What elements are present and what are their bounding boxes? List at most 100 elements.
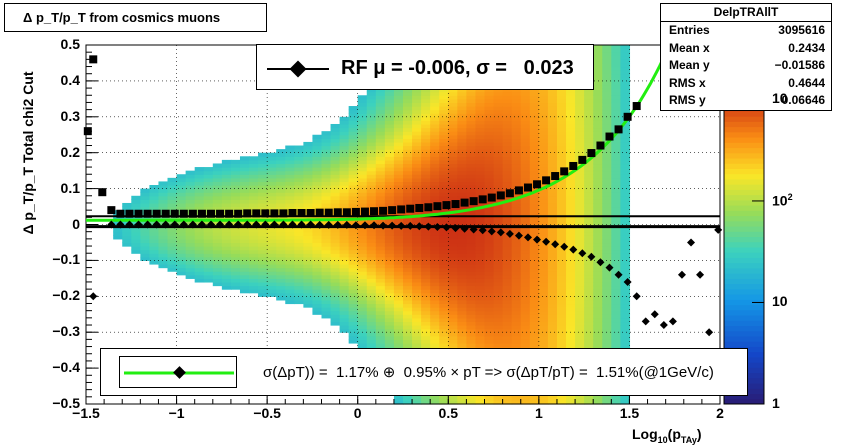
heatmap-cell xyxy=(249,253,259,258)
heatmap-cell xyxy=(303,249,314,254)
heatmap-cell xyxy=(611,73,621,78)
heatmap-cell xyxy=(384,339,395,344)
resolution-point xyxy=(161,209,170,218)
color-scale-segment xyxy=(724,273,764,279)
heatmap-cell xyxy=(375,231,386,236)
heatmap-cell xyxy=(493,242,504,247)
heatmap-cell xyxy=(575,149,585,154)
heatmap-cell xyxy=(430,123,440,129)
heatmap-cell xyxy=(457,98,467,104)
heatmap-cell xyxy=(493,206,504,211)
heatmap-cell xyxy=(194,263,205,269)
heatmap-cell xyxy=(412,123,422,129)
heatmap-cell xyxy=(393,325,404,330)
heatmap-cell xyxy=(584,177,594,183)
heatmap-cell xyxy=(384,170,395,175)
heatmap-cell xyxy=(403,152,413,157)
heatmap-cell xyxy=(566,181,576,186)
heatmap-cell xyxy=(348,256,359,261)
mean-point xyxy=(315,220,324,229)
heatmap-cell xyxy=(294,159,304,165)
heatmap-cell xyxy=(393,317,404,323)
heatmap-cell xyxy=(421,159,431,165)
heatmap-cell xyxy=(131,246,141,251)
heatmap-cell xyxy=(339,263,350,269)
heatmap-cell xyxy=(384,88,395,93)
heatmap-cell xyxy=(538,246,549,251)
heatmap-cell xyxy=(321,235,332,240)
heatmap-cell xyxy=(584,131,594,136)
heatmap-cell xyxy=(430,145,440,150)
heatmap-cell xyxy=(611,80,621,86)
heatmap-cell xyxy=(466,167,477,172)
heatmap-cell xyxy=(529,260,540,265)
heatmap-cell xyxy=(421,188,431,193)
heatmap-cell xyxy=(611,52,621,57)
heatmap-cell xyxy=(475,98,486,104)
heatmap-cell xyxy=(384,217,395,222)
heatmap-cell xyxy=(502,109,513,114)
mean-point xyxy=(623,277,632,286)
heatmap-cell xyxy=(366,321,377,326)
heatmap-cell xyxy=(366,260,377,265)
heatmap-cell xyxy=(258,246,268,251)
heatmap-cell xyxy=(421,123,431,129)
heatmap-cell xyxy=(321,138,332,143)
heatmap-cell xyxy=(566,325,576,330)
heatmap-cell xyxy=(547,339,558,344)
heatmap-cell xyxy=(538,159,549,165)
heatmap-cell xyxy=(484,109,495,114)
heatmap-cell xyxy=(412,332,422,337)
heatmap-cell xyxy=(556,109,567,114)
heatmap-cell xyxy=(575,238,585,244)
heatmap-cell xyxy=(412,138,422,143)
heatmap-cell xyxy=(620,84,631,89)
heatmap-cell xyxy=(158,256,169,261)
heatmap-cell xyxy=(575,134,585,139)
heatmap-cell xyxy=(258,281,268,287)
heatmap-cell xyxy=(249,267,259,272)
heatmap-cell xyxy=(239,206,250,211)
heatmap-cell xyxy=(502,113,513,118)
heatmap-cell xyxy=(493,109,504,114)
heatmap-cell xyxy=(457,332,467,337)
heatmap-cell xyxy=(393,256,404,261)
heatmap-cell xyxy=(538,217,549,222)
heatmap-cell xyxy=(484,98,495,104)
heatmap-cell xyxy=(230,246,241,251)
x-tick-label: 2 xyxy=(716,405,724,421)
heatmap-cell xyxy=(611,163,621,168)
heatmap-cell xyxy=(366,339,377,344)
heatmap-cell xyxy=(375,299,386,305)
heatmap-cell xyxy=(520,281,531,287)
heatmap-cell xyxy=(439,195,449,200)
heatmap-cell xyxy=(566,149,576,154)
heatmap-cell xyxy=(593,91,603,96)
heatmap-cell xyxy=(203,231,214,236)
heatmap-cell xyxy=(466,274,477,279)
heatmap-cell xyxy=(484,149,495,154)
heatmap-cell xyxy=(538,138,549,143)
heatmap-cell xyxy=(375,88,386,93)
heatmap-cell xyxy=(602,188,612,193)
heatmap-cell xyxy=(448,98,458,104)
heatmap-cell xyxy=(412,396,422,402)
heatmap-cell xyxy=(412,281,422,287)
resolution-point xyxy=(632,102,641,111)
heatmap-cell xyxy=(375,292,386,297)
heatmap-cell xyxy=(611,77,621,82)
heatmap-cell xyxy=(611,106,621,111)
heatmap-cell xyxy=(556,317,567,323)
color-scale-segment xyxy=(724,257,764,264)
heatmap-cell xyxy=(185,267,196,272)
heatmap-cell xyxy=(176,253,187,258)
heatmap-cell xyxy=(294,167,304,172)
heatmap-cell xyxy=(566,339,576,344)
heatmap-cell xyxy=(339,123,350,129)
heatmap-cell xyxy=(611,325,621,330)
heatmap-cell xyxy=(249,231,259,236)
heatmap-cell xyxy=(276,278,286,283)
heatmap-cell xyxy=(620,192,631,197)
mean-point xyxy=(523,233,532,242)
heatmap-cell xyxy=(321,253,332,258)
